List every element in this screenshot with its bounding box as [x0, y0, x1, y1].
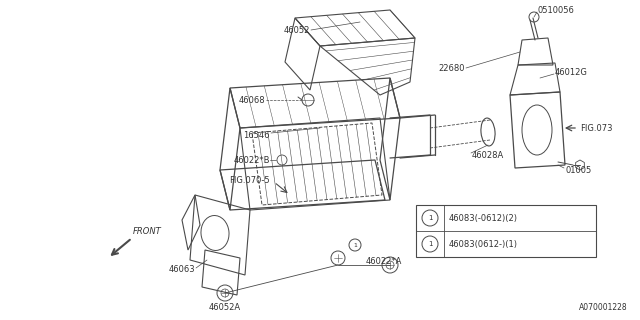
Text: 0510056: 0510056 — [538, 5, 575, 14]
Text: 46012G: 46012G — [555, 68, 588, 76]
Text: 46022*B: 46022*B — [234, 156, 270, 164]
Text: 46083(0612-)(1): 46083(0612-)(1) — [449, 239, 518, 249]
Text: 46083(-0612)(2): 46083(-0612)(2) — [449, 213, 518, 222]
Text: A070001228: A070001228 — [579, 303, 628, 312]
Text: 46028A: 46028A — [472, 150, 504, 159]
Text: 22680: 22680 — [438, 63, 465, 73]
Text: FIG.073: FIG.073 — [580, 124, 612, 132]
Text: 1: 1 — [428, 241, 432, 247]
Text: 1: 1 — [428, 215, 432, 221]
Text: FIG.070-5: FIG.070-5 — [229, 175, 270, 185]
Text: 46052: 46052 — [284, 26, 310, 35]
Text: 01005: 01005 — [565, 165, 591, 174]
Text: 46022*A: 46022*A — [366, 258, 403, 267]
Text: 46052A: 46052A — [209, 303, 241, 313]
Bar — [416, 205, 596, 257]
Text: 46068: 46068 — [238, 95, 265, 105]
Text: 16546: 16546 — [243, 131, 270, 140]
Text: 1: 1 — [353, 243, 357, 247]
Text: FRONT: FRONT — [133, 227, 162, 236]
Text: 46063: 46063 — [168, 266, 195, 275]
